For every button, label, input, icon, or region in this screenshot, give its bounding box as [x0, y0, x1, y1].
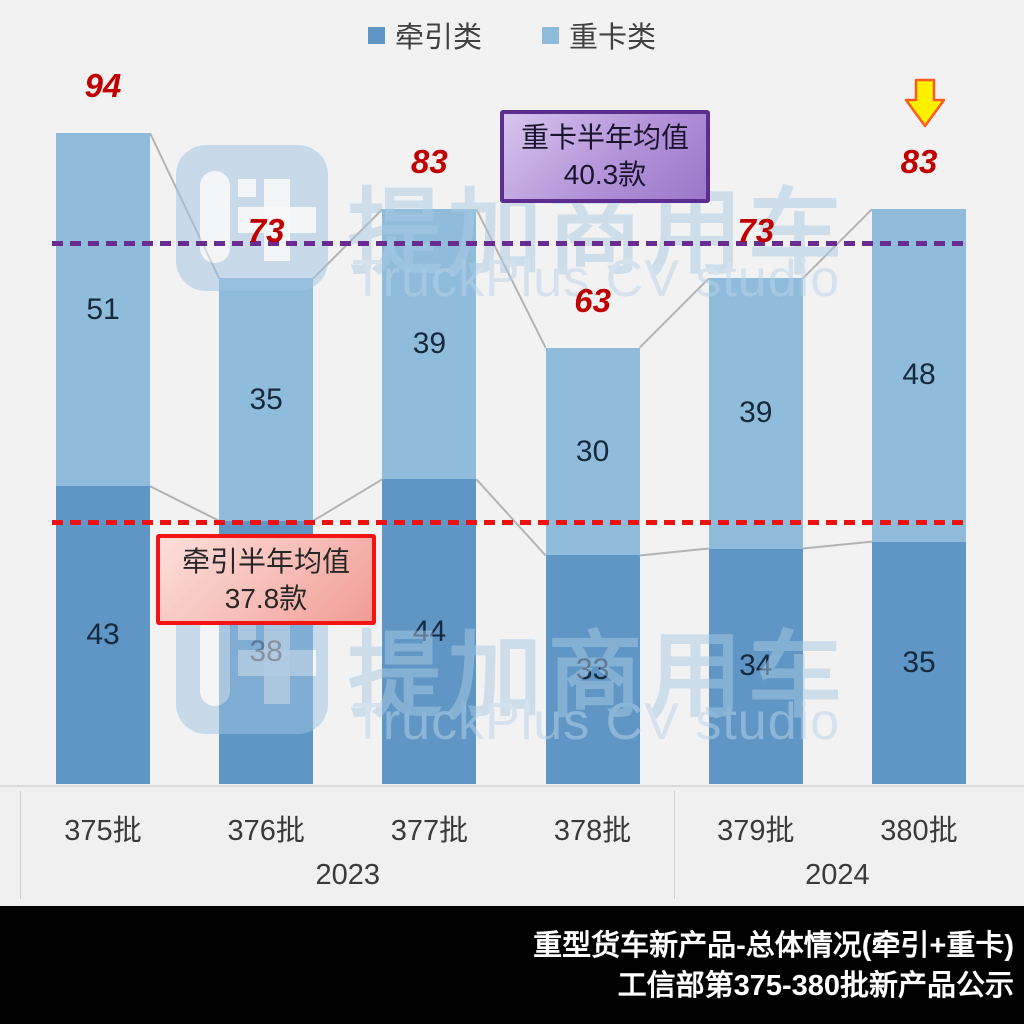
legend-label-tractor: 牵引类 [394, 22, 482, 54]
bar-segment-tractor-377批: 44 [382, 479, 477, 784]
tractor-avg-annotation-box: 牵引半年均值 37.8款 [156, 534, 376, 625]
heavy-avg-title: 重卡半年均值 [520, 122, 689, 153]
heavy-avg-value: 40.3款 [563, 159, 647, 190]
bar-segment-heavy-376批: 35 [219, 278, 314, 521]
bar-segment-tractor-375批: 43 [56, 486, 150, 784]
x-axis-label-380批: 380批 [880, 815, 958, 847]
bar-segment-tractor-379批: 34 [708, 548, 803, 784]
total-label-375批: 94 [84, 67, 122, 104]
x-axis-band: 375批 376批 377批 378批 379批 380批 2023 2024 [0, 785, 1024, 906]
bar-segment-heavy-380批: 48 [872, 209, 966, 542]
bar-segment-heavy-379批: 39 [708, 278, 803, 549]
bar-segment-heavy-375批: 51 [56, 133, 150, 487]
legend-item-heavy: 重卡类 [542, 14, 656, 56]
tractor-avg-reference-line [52, 520, 968, 526]
x-axis-label-379批: 379批 [717, 815, 795, 847]
x-axis-label-377批: 377批 [390, 815, 469, 847]
legend-swatch-tractor [367, 26, 385, 44]
total-label-379批: 73 [737, 212, 775, 250]
footer-line-2: 工信部第375-380批新产品公示 [617, 970, 1014, 1002]
legend-swatch-heavy [542, 26, 559, 44]
year-group-divider [674, 791, 676, 899]
heavy-avg-annotation-box: 重卡半年均值 40.3款 [500, 110, 710, 203]
bar-segment-heavy-377批: 39 [382, 209, 477, 480]
axis-left-border [20, 791, 21, 899]
total-label-377批: 83 [411, 143, 448, 181]
total-label-378批: 63 [574, 281, 611, 319]
year-label-2024: 2024 [805, 859, 870, 891]
tractor-avg-value: 37.8款 [224, 583, 308, 614]
x-axis-label-378批: 378批 [553, 815, 632, 847]
down-arrow-icon [904, 78, 946, 128]
bar-segment-tractor-380批: 35 [872, 541, 966, 784]
footer-line-1: 重型货车新产品-总体情况(牵引+重卡) [533, 930, 1014, 962]
legend-item-tractor: 牵引类 [367, 14, 482, 56]
chart-legend: 牵引类 重卡类 [0, 14, 1024, 56]
total-label-376批: 73 [247, 212, 285, 250]
chart-title-footer: 重型货车新产品-总体情况(牵引+重卡) 工信部第375-380批新产品公示 [0, 906, 1024, 1024]
x-axis-label-375批: 375批 [64, 815, 142, 847]
total-label-380批: 83 [900, 143, 938, 181]
tractor-avg-title: 牵引半年均值 [181, 546, 350, 577]
heavy-avg-reference-line [52, 241, 968, 247]
x-axis-label-376批: 376批 [227, 815, 305, 847]
year-label-2023: 2023 [315, 859, 381, 891]
bar-segment-tractor-378批: 33 [545, 555, 640, 784]
legend-label-heavy: 重卡类 [569, 22, 657, 54]
